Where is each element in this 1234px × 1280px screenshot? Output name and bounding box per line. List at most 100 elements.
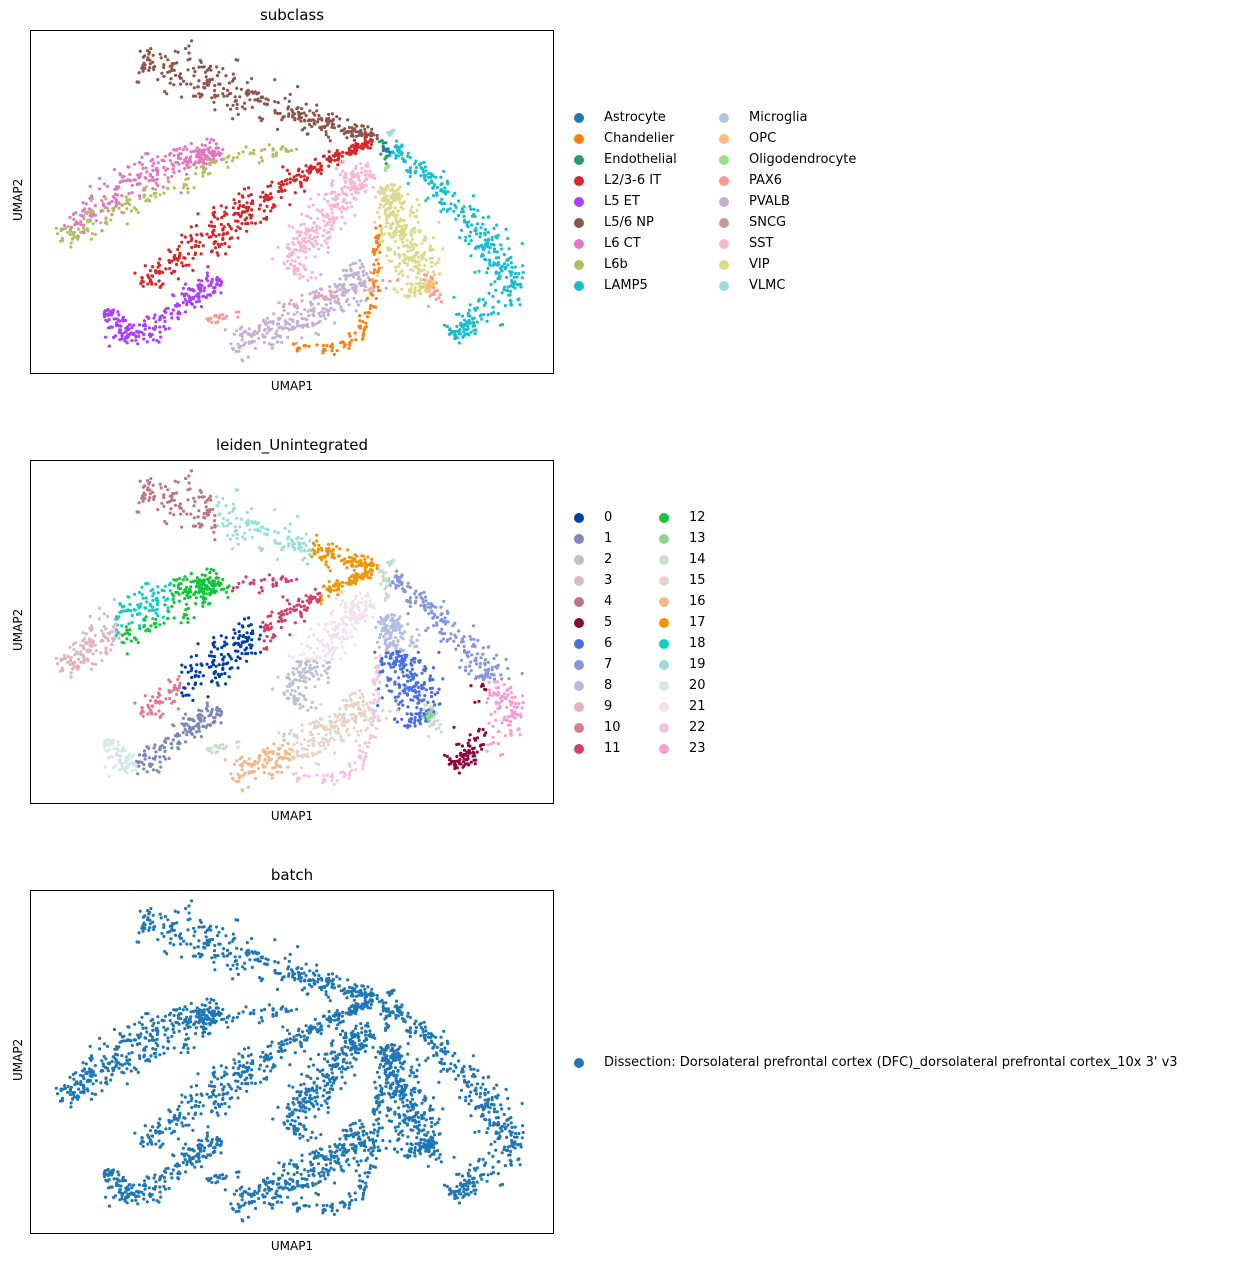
scatter-point [477,270,480,273]
scatter-point [160,502,163,505]
scatter-point [491,306,494,309]
scatter-point [317,118,320,121]
scatter-point [370,143,373,146]
scatter-point [370,134,373,137]
scatter-point [131,184,134,187]
scatter-point [417,282,420,285]
scatter-point [372,248,375,251]
scatter-point [309,197,312,200]
scatter-point [162,622,165,625]
scatter-point [235,87,238,90]
scatter-point [234,212,237,215]
scatter-point [247,186,250,189]
scatter-point [327,136,330,139]
scatter-point [185,512,188,515]
scatter-point [276,128,279,131]
scatter-point [232,73,235,76]
scatter-point [474,247,477,250]
scatter-point [113,207,116,210]
scatter-point [235,780,238,783]
scatter-point [210,96,213,99]
scatter-point [82,217,85,220]
scatter-point [155,612,158,615]
scatter-point [425,274,428,277]
scatter-point [166,58,169,61]
scatter-point [194,160,197,163]
scatter-point [63,654,66,657]
scatter-point [138,753,141,756]
scatter-point [172,492,175,495]
scatter-point [364,715,367,718]
legend-marker [719,155,729,165]
scatter-point [302,674,305,677]
scatter-point [202,719,205,722]
scatter-point [234,642,237,645]
scatter-point [190,39,193,42]
scatter-point [225,232,228,235]
scatter-point [312,659,315,662]
scatter-point [147,317,150,320]
legend-label: Chandelier [604,131,674,146]
scatter-point [293,305,296,308]
scatter-point [408,294,411,297]
scatter-point [83,229,86,232]
scatter-point [430,261,433,264]
scatter-point [333,191,336,194]
scatter-point [329,732,332,735]
scatter-point [176,746,179,749]
scatter-point [309,627,312,630]
scatter-point [185,264,188,267]
scatter-point [314,332,317,335]
scatter-point [164,697,167,700]
scatter-point [182,287,185,290]
scatter-point [322,744,325,747]
scatter-point [254,347,257,350]
scatter-point [250,90,253,93]
scatter-point [377,257,380,260]
scatter-point [344,651,347,654]
scatter-point [73,665,76,668]
scatter-point [209,592,212,595]
scatter-point [210,321,213,324]
scatter-point [288,302,291,305]
scatter-point [286,612,289,615]
scatter-point [284,179,287,182]
scatter-point [98,607,101,610]
scatter-point [220,283,223,286]
scatter-point [418,285,421,288]
scatter-point [174,50,177,53]
scatter-point [240,222,243,225]
scatter-point [108,345,111,348]
scatter-point [251,629,254,632]
scatter-point [186,498,189,501]
scatter-point [83,208,86,211]
scatter-point [157,161,160,164]
scatter-point [470,223,473,226]
scatter-point [484,301,487,304]
scatter-point [241,105,244,108]
scatter-point [136,612,139,615]
scatter-point [237,207,240,210]
scatter-point [259,625,262,628]
scatter-point [252,763,255,766]
scatter-point [409,242,412,245]
scatter-point [146,479,149,482]
scatter-point [319,287,322,290]
scatter-point [94,644,97,647]
scatter-point [186,621,189,624]
scatter-point [104,749,107,752]
scatter-point [290,538,293,541]
scatter-point [203,578,206,581]
scatter-point [364,566,367,569]
scatter-point [292,755,295,758]
scatter-point [91,662,94,665]
scatter-point [500,247,503,250]
scatter-point [353,151,356,154]
scatter-point [422,170,425,173]
scatter-point [331,658,334,661]
scatter-point [468,309,471,312]
scatter-point [333,308,336,311]
scatter-point [273,110,276,113]
scatter-point [103,612,106,615]
scatter-point [140,706,143,709]
